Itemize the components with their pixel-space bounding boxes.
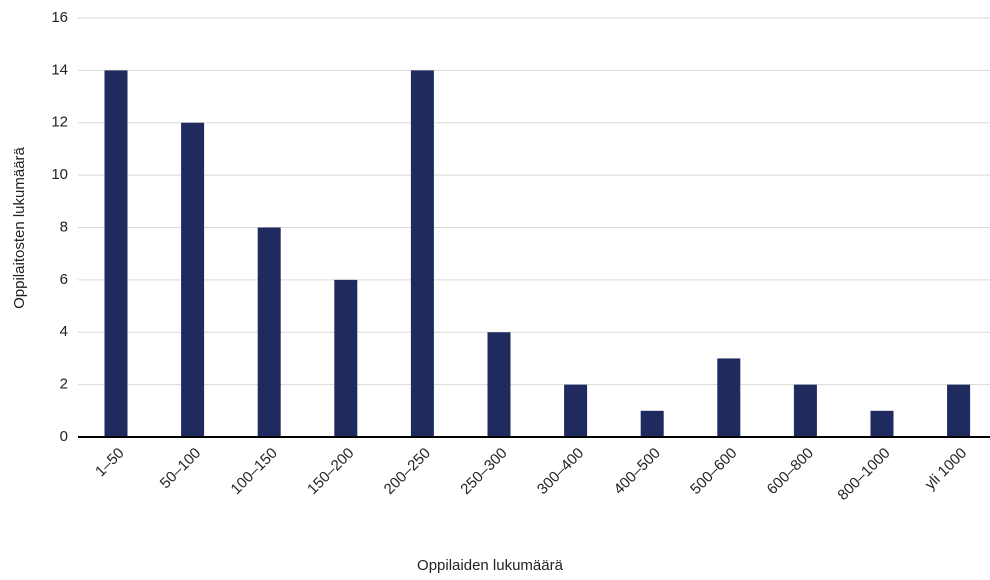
x-tick-label: 50–100 <box>157 445 204 492</box>
x-tick-label: yli 1000 <box>922 445 971 494</box>
bar <box>717 358 741 437</box>
y-tick-label: 10 <box>51 166 68 183</box>
bar <box>104 70 128 437</box>
bar <box>410 70 434 437</box>
y-tick-label: 4 <box>60 323 68 340</box>
x-tick-label: 500–600 <box>687 445 740 498</box>
bar <box>181 122 205 437</box>
y-tick-label: 8 <box>60 218 68 235</box>
x-tick-label: 300–400 <box>534 445 587 498</box>
x-tick-label: 400–500 <box>611 445 664 498</box>
y-tick-label: 12 <box>51 114 68 131</box>
bar <box>870 410 894 437</box>
bar <box>947 384 971 437</box>
x-tick-label: 250–300 <box>457 445 510 498</box>
x-tick-label: 100–150 <box>228 445 281 498</box>
x-tick-label: 1–50 <box>92 445 128 481</box>
x-tick-label: 800–1000 <box>834 445 893 504</box>
y-axis-title: Oppilaitosten lukumäärä <box>11 146 28 308</box>
x-tick-label: 200–250 <box>381 445 434 498</box>
y-tick-label: 0 <box>60 428 68 445</box>
x-tick-label: 150–200 <box>304 445 357 498</box>
bar <box>257 227 281 437</box>
y-tick-label: 6 <box>60 271 68 288</box>
x-tick-label: 600–800 <box>764 445 817 498</box>
bar <box>487 332 511 437</box>
bar <box>564 384 588 437</box>
y-tick-label: 14 <box>51 61 68 78</box>
y-tick-label: 2 <box>60 376 68 393</box>
bar <box>793 384 817 437</box>
y-tick-label: 16 <box>51 9 68 26</box>
bar <box>640 410 664 437</box>
x-axis-title: Oppilaiden lukumäärä <box>417 557 564 574</box>
bar <box>334 279 358 437</box>
